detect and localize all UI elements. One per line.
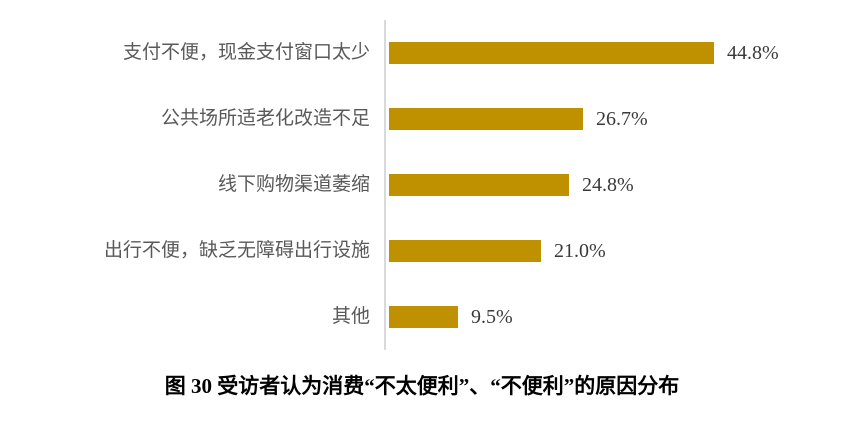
value-label: 21.0%	[554, 239, 606, 262]
category-label: 出行不便，缺乏无障碍出行设施	[103, 240, 370, 261]
category-label: 支付不便，现金支付窗口太少	[122, 42, 370, 63]
figure-caption: 图 30 受访者认为消费“不太便利”、“不便利”的原因分布	[164, 374, 680, 398]
bar-row: 支付不便，现金支付窗口太少 44.8%	[0, 42, 844, 64]
value-label: 44.8%	[727, 41, 779, 64]
bar-group: 44.8%	[389, 42, 779, 64]
value-label: 26.7%	[596, 107, 648, 130]
bar-group: 21.0%	[389, 240, 606, 262]
bar-group: 9.5%	[389, 306, 513, 328]
bar-row: 出行不便，缺乏无障碍出行设施 21.0%	[0, 240, 844, 262]
bar	[389, 42, 714, 64]
bar-row: 公共场所适老化改造不足 26.7%	[0, 108, 844, 130]
category-label: 公共场所适老化改造不足	[160, 108, 370, 129]
y-axis-line	[384, 20, 386, 350]
bar	[389, 108, 583, 130]
bar-row: 其他 9.5%	[0, 306, 844, 328]
bar	[389, 306, 458, 328]
bar	[389, 240, 541, 262]
bar-group: 24.8%	[389, 174, 634, 196]
value-label: 24.8%	[582, 173, 634, 196]
category-label: 其他	[331, 306, 370, 327]
bar-group: 26.7%	[389, 108, 648, 130]
category-label: 线下购物渠道萎缩	[217, 174, 370, 195]
bar-row: 线下购物渠道萎缩 24.8%	[0, 174, 844, 196]
bar	[389, 174, 569, 196]
value-label: 9.5%	[471, 305, 513, 328]
